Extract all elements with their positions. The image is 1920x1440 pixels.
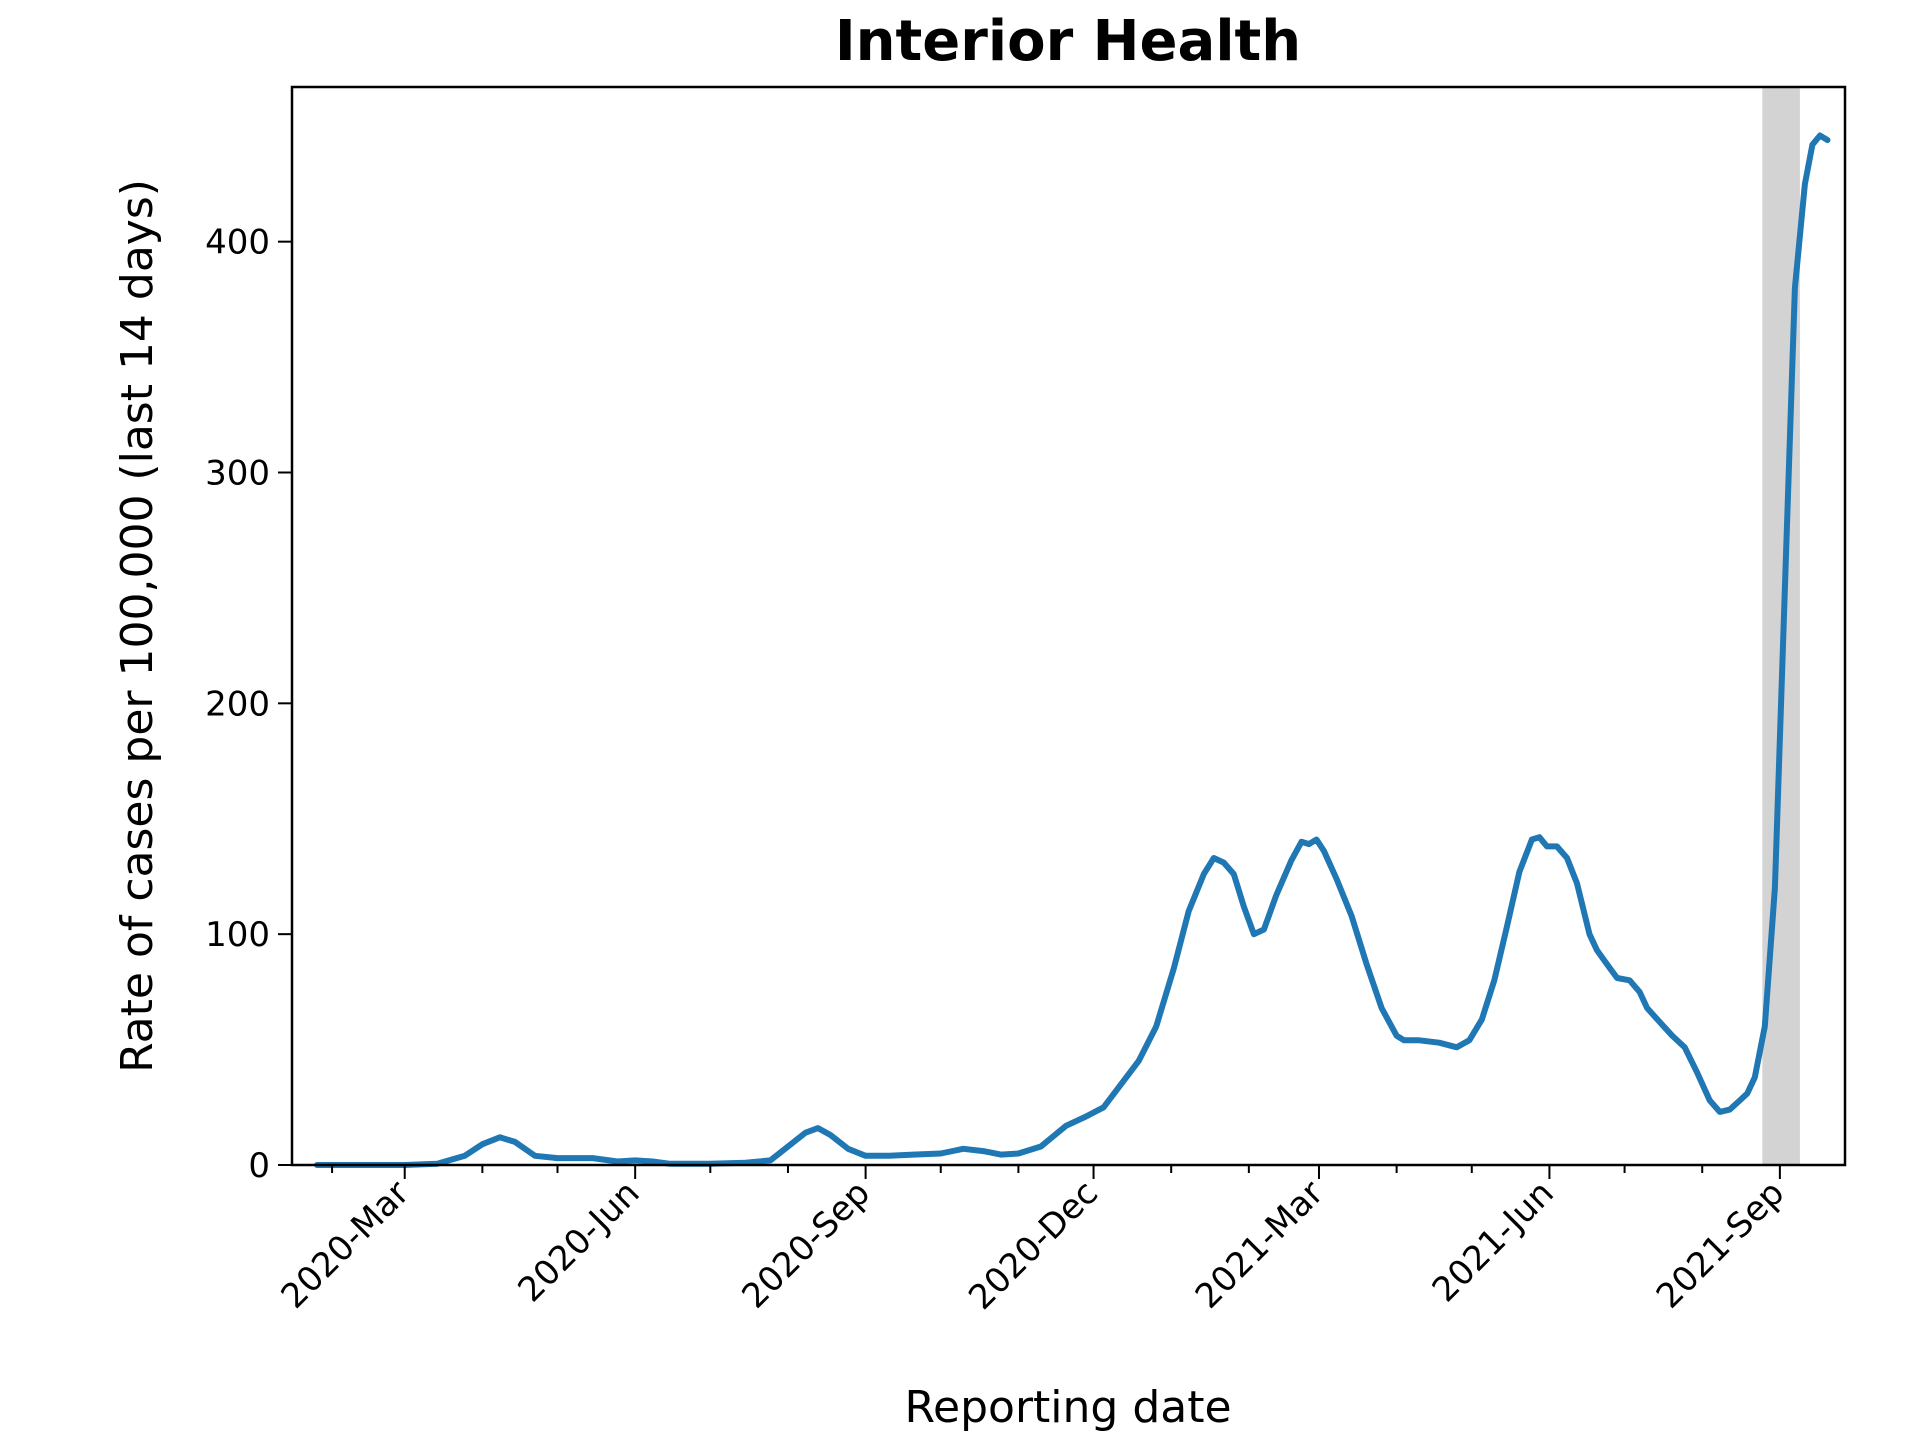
x-tick-label: 2021-Sep — [1649, 1173, 1792, 1316]
y-axis-label: Rate of cases per 100,000 (last 14 days) — [112, 179, 163, 1073]
x-tick-label: 2020-Sep — [735, 1173, 878, 1316]
y-tick-label: 0 — [248, 1146, 270, 1186]
x-axis: 2020-Mar 2020-Jun 2020-Sep 2020-Dec 2021-Mar… — [274, 1165, 1792, 1318]
x-tick-label: 2021-Mar — [1188, 1173, 1332, 1317]
chart-title: Interior Health — [835, 9, 1301, 74]
x-tick-label: 2020-Dec — [961, 1173, 1106, 1318]
plot-area — [314, 87, 1831, 1168]
y-tick-label: 400 — [205, 223, 270, 263]
x-tick-label: 2020-Mar — [274, 1173, 418, 1317]
y-tick-label: 300 — [205, 453, 270, 493]
x-tick-label: 2021-Jun — [1425, 1173, 1562, 1310]
y-axis: 0 100 200 300 400 — [205, 223, 292, 1186]
x-tick-label: 2020-Jun — [510, 1173, 647, 1310]
y-tick-label: 200 — [205, 684, 270, 724]
series-line-0 — [314, 132, 1831, 1168]
y-tick-label: 100 — [205, 915, 270, 955]
plot-frame — [290, 85, 1847, 1167]
x-axis-label: Reporting date — [904, 1382, 1231, 1433]
